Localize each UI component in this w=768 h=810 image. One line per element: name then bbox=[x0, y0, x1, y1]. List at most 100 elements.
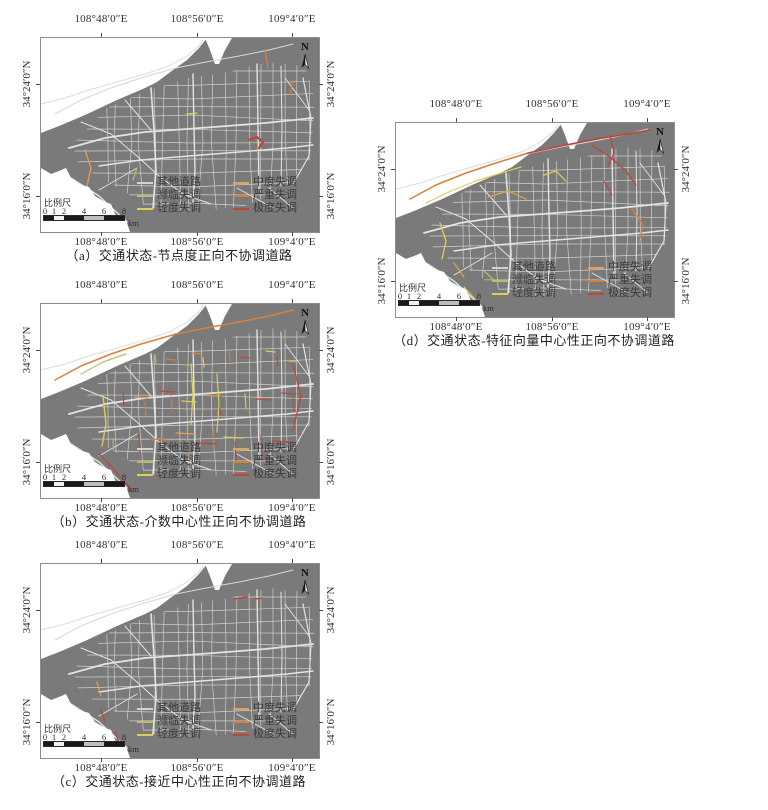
legend-label: 中度失调 bbox=[253, 442, 297, 454]
north-arrow-icon bbox=[301, 320, 310, 335]
scale-tick: 2 bbox=[61, 732, 67, 742]
lon-label: 108°48′0″E bbox=[74, 13, 128, 25]
axis-tick bbox=[319, 462, 323, 463]
north-label: N bbox=[301, 307, 309, 319]
legend-swatch bbox=[137, 720, 153, 723]
panel-b: 108°48′0″E 108°56′0″E 109°4′0″E 34°24′0″… bbox=[0, 266, 345, 529]
axis-tick bbox=[552, 118, 553, 122]
legend-label: 中度失调 bbox=[253, 702, 297, 714]
legend-label: 轻度失调 bbox=[157, 202, 201, 214]
axis-tick bbox=[197, 758, 198, 762]
scale-bar: 比例尺 0 1 2 4 6 8 km bbox=[42, 462, 144, 494]
lon-label: 109°4′0″E bbox=[623, 321, 671, 333]
road-map-b bbox=[41, 304, 319, 498]
lon-label: 108°48′0″E bbox=[429, 321, 483, 333]
lat-label: 34°24′0″N bbox=[680, 145, 692, 193]
legend-item: 中度失调 bbox=[588, 261, 652, 274]
axis-tick bbox=[292, 498, 293, 502]
legend-item: 其他道路 bbox=[137, 176, 201, 189]
scale-bar-graphic bbox=[43, 741, 125, 747]
scale-tick: 2 bbox=[61, 472, 67, 482]
scale-tick: 0 bbox=[42, 472, 48, 482]
axis-tick bbox=[197, 559, 198, 563]
legend-item: 中度失调 bbox=[233, 702, 297, 715]
lon-label: 108°56′0″E bbox=[525, 98, 579, 110]
lat-label: 34°16′0″N bbox=[21, 172, 33, 220]
legend-item: 极度失调 bbox=[233, 202, 297, 215]
map-frame: N 其他道路 濒临失调 轻度失调 中度失调 严重失调 极度失调 比例尺 0 1 … bbox=[40, 563, 320, 759]
axis-tick bbox=[292, 299, 293, 303]
axis-tick bbox=[101, 559, 102, 563]
lon-label: 108°48′0″E bbox=[429, 98, 483, 110]
scale-tick: 4 bbox=[81, 732, 87, 742]
legend-swatch bbox=[233, 460, 249, 463]
legend-item: 其他道路 bbox=[137, 702, 201, 715]
axis-tick bbox=[36, 462, 40, 463]
legend-label: 其他道路 bbox=[512, 261, 556, 273]
lon-label: 109°4′0″E bbox=[268, 236, 316, 248]
lon-label: 109°4′0″E bbox=[268, 279, 316, 291]
north-label: N bbox=[301, 567, 309, 579]
axis-tick bbox=[319, 350, 323, 351]
scale-bar-title: 比例尺 bbox=[44, 724, 72, 734]
legend-item: 极度失调 bbox=[233, 728, 297, 741]
panel-caption: （b）交通状态-介数中心性正向不协调道路 bbox=[51, 514, 307, 529]
lon-label: 108°56′0″E bbox=[170, 279, 224, 291]
lon-label: 109°4′0″E bbox=[268, 539, 316, 551]
map-frame: N 其他道路 濒临失调 轻度失调 中度失调 严重失调 极度失调 比例尺 0 1 … bbox=[395, 122, 675, 318]
lon-label: 108°56′0″E bbox=[525, 321, 579, 333]
legend-label: 其他道路 bbox=[157, 702, 201, 714]
legend-label: 濒临失调 bbox=[157, 455, 201, 467]
legend-item: 极度失调 bbox=[588, 287, 652, 300]
north-arrow-icon bbox=[301, 54, 310, 69]
legend-swatch bbox=[492, 266, 508, 269]
lat-label: 34°24′0″N bbox=[21, 326, 33, 374]
panel-caption: （d）交通状态-特征向量中心性正向不协调道路 bbox=[393, 333, 675, 348]
legend-swatch bbox=[233, 473, 249, 476]
lon-label: 108°48′0″E bbox=[74, 539, 128, 551]
legend-label: 其他道路 bbox=[157, 176, 201, 188]
scale-bar-graphic bbox=[43, 481, 125, 487]
scale-bar-ticks: 0 1 2 4 6 8 bbox=[43, 206, 144, 216]
legend-swatch bbox=[137, 181, 153, 184]
lat-label: 34°16′0″N bbox=[325, 698, 337, 746]
north-label: N bbox=[301, 41, 309, 53]
axis-tick bbox=[456, 317, 457, 321]
legend-label: 濒临失调 bbox=[157, 189, 201, 201]
scale-bar: 比例尺 0 1 2 4 6 8 km bbox=[398, 281, 499, 313]
scale-bar-graphic bbox=[398, 300, 480, 306]
legend-swatch bbox=[233, 707, 249, 710]
scale-tick: 4 bbox=[81, 472, 87, 482]
lon-label: 108°48′0″E bbox=[74, 236, 128, 248]
legend-item: 中度失调 bbox=[233, 442, 297, 455]
legend-column-1: 其他道路 濒临失调 轻度失调 bbox=[492, 261, 556, 300]
scale-tick: 0 bbox=[42, 732, 48, 742]
lat-label: 34°24′0″N bbox=[325, 586, 337, 634]
legend-swatch bbox=[233, 447, 249, 450]
axis-tick bbox=[319, 722, 323, 723]
axis-tick bbox=[319, 196, 323, 197]
legend-swatch bbox=[233, 194, 249, 197]
legend-label: 极度失调 bbox=[253, 202, 297, 214]
scale-bar: 比例尺 0 1 2 4 6 8 km bbox=[42, 722, 144, 754]
map-frame: N 其他道路 濒临失调 轻度失调 中度失调 严重失调 极度失调 比例尺 0 1 … bbox=[40, 303, 320, 499]
scale-tick: 6 bbox=[101, 206, 107, 216]
axis-tick bbox=[101, 498, 102, 502]
legend-swatch bbox=[137, 194, 153, 197]
legend-swatch bbox=[233, 733, 249, 736]
scale-tick: 8 bbox=[121, 472, 127, 482]
lat-label: 34°24′0″N bbox=[376, 145, 388, 193]
scale-tick: 4 bbox=[436, 291, 442, 301]
legend-column-1: 其他道路 濒临失调 轻度失调 bbox=[137, 702, 201, 741]
legend-label: 其他道路 bbox=[157, 442, 201, 454]
panel-d: 108°48′0″E 108°56′0″E 109°4′0″E 34°24′0″… bbox=[355, 85, 700, 348]
scale-unit: km bbox=[483, 303, 494, 313]
north-arrow: N bbox=[653, 127, 667, 155]
axis-tick bbox=[101, 232, 102, 236]
axis-tick bbox=[101, 33, 102, 37]
legend-item: 轻度失调 bbox=[137, 728, 201, 741]
north-arrow: N bbox=[298, 568, 312, 596]
legend-item: 轻度失调 bbox=[137, 202, 201, 215]
axis-tick bbox=[197, 498, 198, 502]
axis-tick bbox=[36, 610, 40, 611]
